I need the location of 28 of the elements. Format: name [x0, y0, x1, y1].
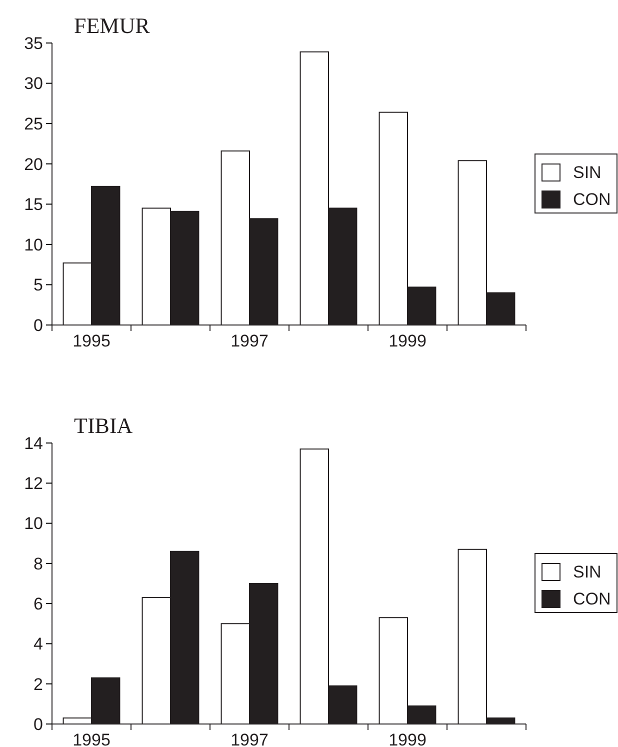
y-tick-label: 2	[34, 674, 43, 694]
y-tick-label: 10	[24, 235, 43, 254]
x-tick-label: 1999	[388, 730, 426, 747]
y-tick-label: 0	[34, 316, 43, 335]
y-tick-label: 4	[34, 634, 43, 654]
y-tick-label: 6	[34, 594, 43, 614]
legend-label: SIN	[573, 562, 602, 582]
x-tick-label: 1995	[72, 730, 110, 747]
y-tick-label: 5	[34, 276, 43, 295]
y-tick-label: 15	[24, 195, 43, 214]
legend-label: CON	[573, 590, 611, 608]
x-tick-label: 1995	[72, 332, 110, 351]
y-tick-label: 12	[24, 474, 43, 494]
y-tick-label: 0	[34, 714, 43, 734]
y-tick-label: 35	[24, 34, 43, 53]
legend-label: CON	[573, 190, 611, 209]
y-tick-label: 30	[24, 74, 43, 94]
x-tick-label: 1999	[388, 332, 426, 351]
legend-label: SIN	[573, 163, 602, 182]
y-tick-label: 10	[24, 514, 43, 534]
y-tick-label: 20	[24, 154, 43, 174]
chart-title: FEMUR	[74, 13, 150, 38]
y-tick-label: 8	[34, 554, 43, 574]
x-tick-label: 1997	[230, 730, 268, 747]
y-tick-label: 25	[24, 114, 43, 134]
chart-title: TIBIA	[74, 413, 133, 438]
y-tick-label: 14	[24, 434, 43, 453]
x-tick-label: 1997	[230, 332, 268, 351]
